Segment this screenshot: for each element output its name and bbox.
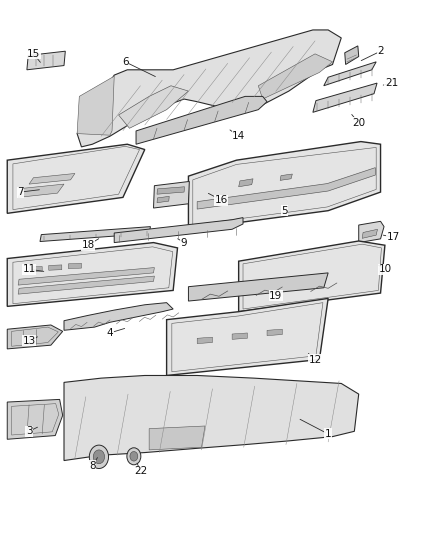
Polygon shape (7, 144, 145, 213)
Polygon shape (197, 337, 212, 344)
Polygon shape (157, 187, 184, 194)
Circle shape (127, 448, 141, 465)
Polygon shape (49, 265, 62, 270)
Text: 17: 17 (387, 232, 400, 243)
Polygon shape (7, 399, 63, 439)
Polygon shape (149, 426, 205, 450)
Polygon shape (324, 62, 376, 86)
Polygon shape (239, 241, 385, 312)
Polygon shape (18, 184, 64, 197)
Text: 1: 1 (325, 429, 332, 439)
Polygon shape (188, 273, 328, 301)
Polygon shape (153, 181, 189, 208)
Polygon shape (64, 303, 173, 330)
Polygon shape (232, 333, 247, 340)
Polygon shape (64, 375, 359, 461)
Polygon shape (362, 229, 378, 238)
Circle shape (93, 450, 105, 464)
Text: 11: 11 (22, 264, 36, 274)
Polygon shape (29, 266, 42, 272)
Text: 20: 20 (352, 118, 365, 128)
Text: 10: 10 (378, 264, 392, 274)
Polygon shape (18, 268, 154, 285)
Polygon shape (7, 243, 177, 306)
Polygon shape (313, 83, 377, 112)
Polygon shape (136, 96, 267, 144)
Polygon shape (345, 46, 359, 64)
Text: 7: 7 (17, 187, 24, 197)
Polygon shape (77, 30, 341, 147)
Text: 13: 13 (22, 336, 36, 346)
Polygon shape (18, 276, 154, 294)
Polygon shape (119, 86, 188, 128)
Text: 21: 21 (385, 78, 398, 88)
Polygon shape (197, 167, 375, 209)
Text: 15: 15 (27, 49, 40, 59)
Text: 5: 5 (281, 206, 288, 216)
Polygon shape (27, 51, 65, 70)
Text: 3: 3 (26, 426, 32, 437)
Text: 2: 2 (377, 46, 384, 56)
Polygon shape (166, 298, 328, 375)
Polygon shape (114, 217, 243, 243)
Text: 19: 19 (269, 290, 283, 301)
Polygon shape (267, 329, 283, 336)
Text: 9: 9 (181, 238, 187, 247)
Polygon shape (7, 325, 63, 349)
Text: 18: 18 (81, 240, 95, 250)
Polygon shape (68, 263, 81, 269)
Polygon shape (157, 196, 169, 203)
Text: 12: 12 (308, 354, 321, 365)
Circle shape (130, 451, 138, 461)
Text: 22: 22 (134, 466, 147, 476)
Polygon shape (40, 227, 150, 241)
Text: 14: 14 (232, 131, 245, 141)
Polygon shape (258, 54, 332, 99)
Text: 8: 8 (89, 461, 95, 471)
Polygon shape (280, 174, 292, 180)
Circle shape (89, 445, 109, 469)
Polygon shape (239, 179, 253, 187)
Polygon shape (29, 173, 75, 184)
Text: 4: 4 (106, 328, 113, 338)
Text: 16: 16 (215, 195, 228, 205)
Text: 6: 6 (122, 57, 128, 67)
Polygon shape (359, 221, 384, 243)
Polygon shape (77, 76, 114, 135)
Polygon shape (188, 142, 381, 229)
